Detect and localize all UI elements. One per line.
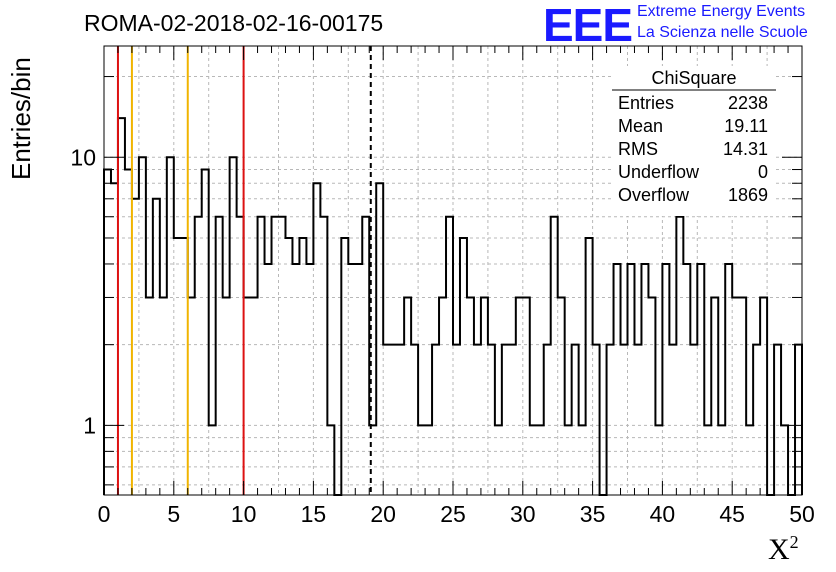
x-axis-label-exponent: 2 xyxy=(789,532,799,552)
logo-line-2: La Scienza nelle Scuole xyxy=(637,24,808,41)
x-tick-label: 15 xyxy=(301,501,327,527)
x-tick-label: 50 xyxy=(789,501,815,527)
x-tick-label: 25 xyxy=(440,501,466,527)
x-axis-label: X2 xyxy=(768,532,799,567)
y-tick-label: 10 xyxy=(70,144,96,170)
x-tick-label: 40 xyxy=(650,501,676,527)
stats-row-value: 2238 xyxy=(728,93,768,113)
stats-row-label: Overflow xyxy=(618,185,690,205)
logo-line-1: Extreme Energy Events xyxy=(637,3,806,20)
x-tick-label: 35 xyxy=(580,501,606,527)
chart-title: ROMA-02-2018-02-16-00175 xyxy=(84,10,384,36)
x-tick-label: 5 xyxy=(167,501,180,527)
stats-row-label: Entries xyxy=(618,93,674,113)
histogram-outline xyxy=(103,117,803,496)
x-tick-label: 10 xyxy=(231,501,257,527)
y-tick-label: 1 xyxy=(83,412,96,438)
x-tick-label: 30 xyxy=(510,501,536,527)
x-tick-label: 45 xyxy=(719,501,745,527)
stats-row-value: 0 xyxy=(758,162,768,182)
stats-row-label: RMS xyxy=(618,139,658,159)
stats-row-value: 1869 xyxy=(728,185,768,205)
stats-row-value: 19.11 xyxy=(724,116,768,136)
stats-box-title: ChiSquare xyxy=(651,68,736,88)
stats-row-value: 14.31 xyxy=(723,139,768,159)
y-axis-label: Entries/bin xyxy=(6,57,36,180)
x-axis-label-symbol: X xyxy=(768,533,790,566)
stats-row-label: Underflow xyxy=(618,162,700,182)
x-tick-label: 20 xyxy=(370,501,396,527)
stats-row-label: Mean xyxy=(618,116,663,136)
stats-box xyxy=(612,66,776,216)
eee-logo: EEE xyxy=(543,0,633,51)
x-tick-label: 0 xyxy=(98,501,111,527)
